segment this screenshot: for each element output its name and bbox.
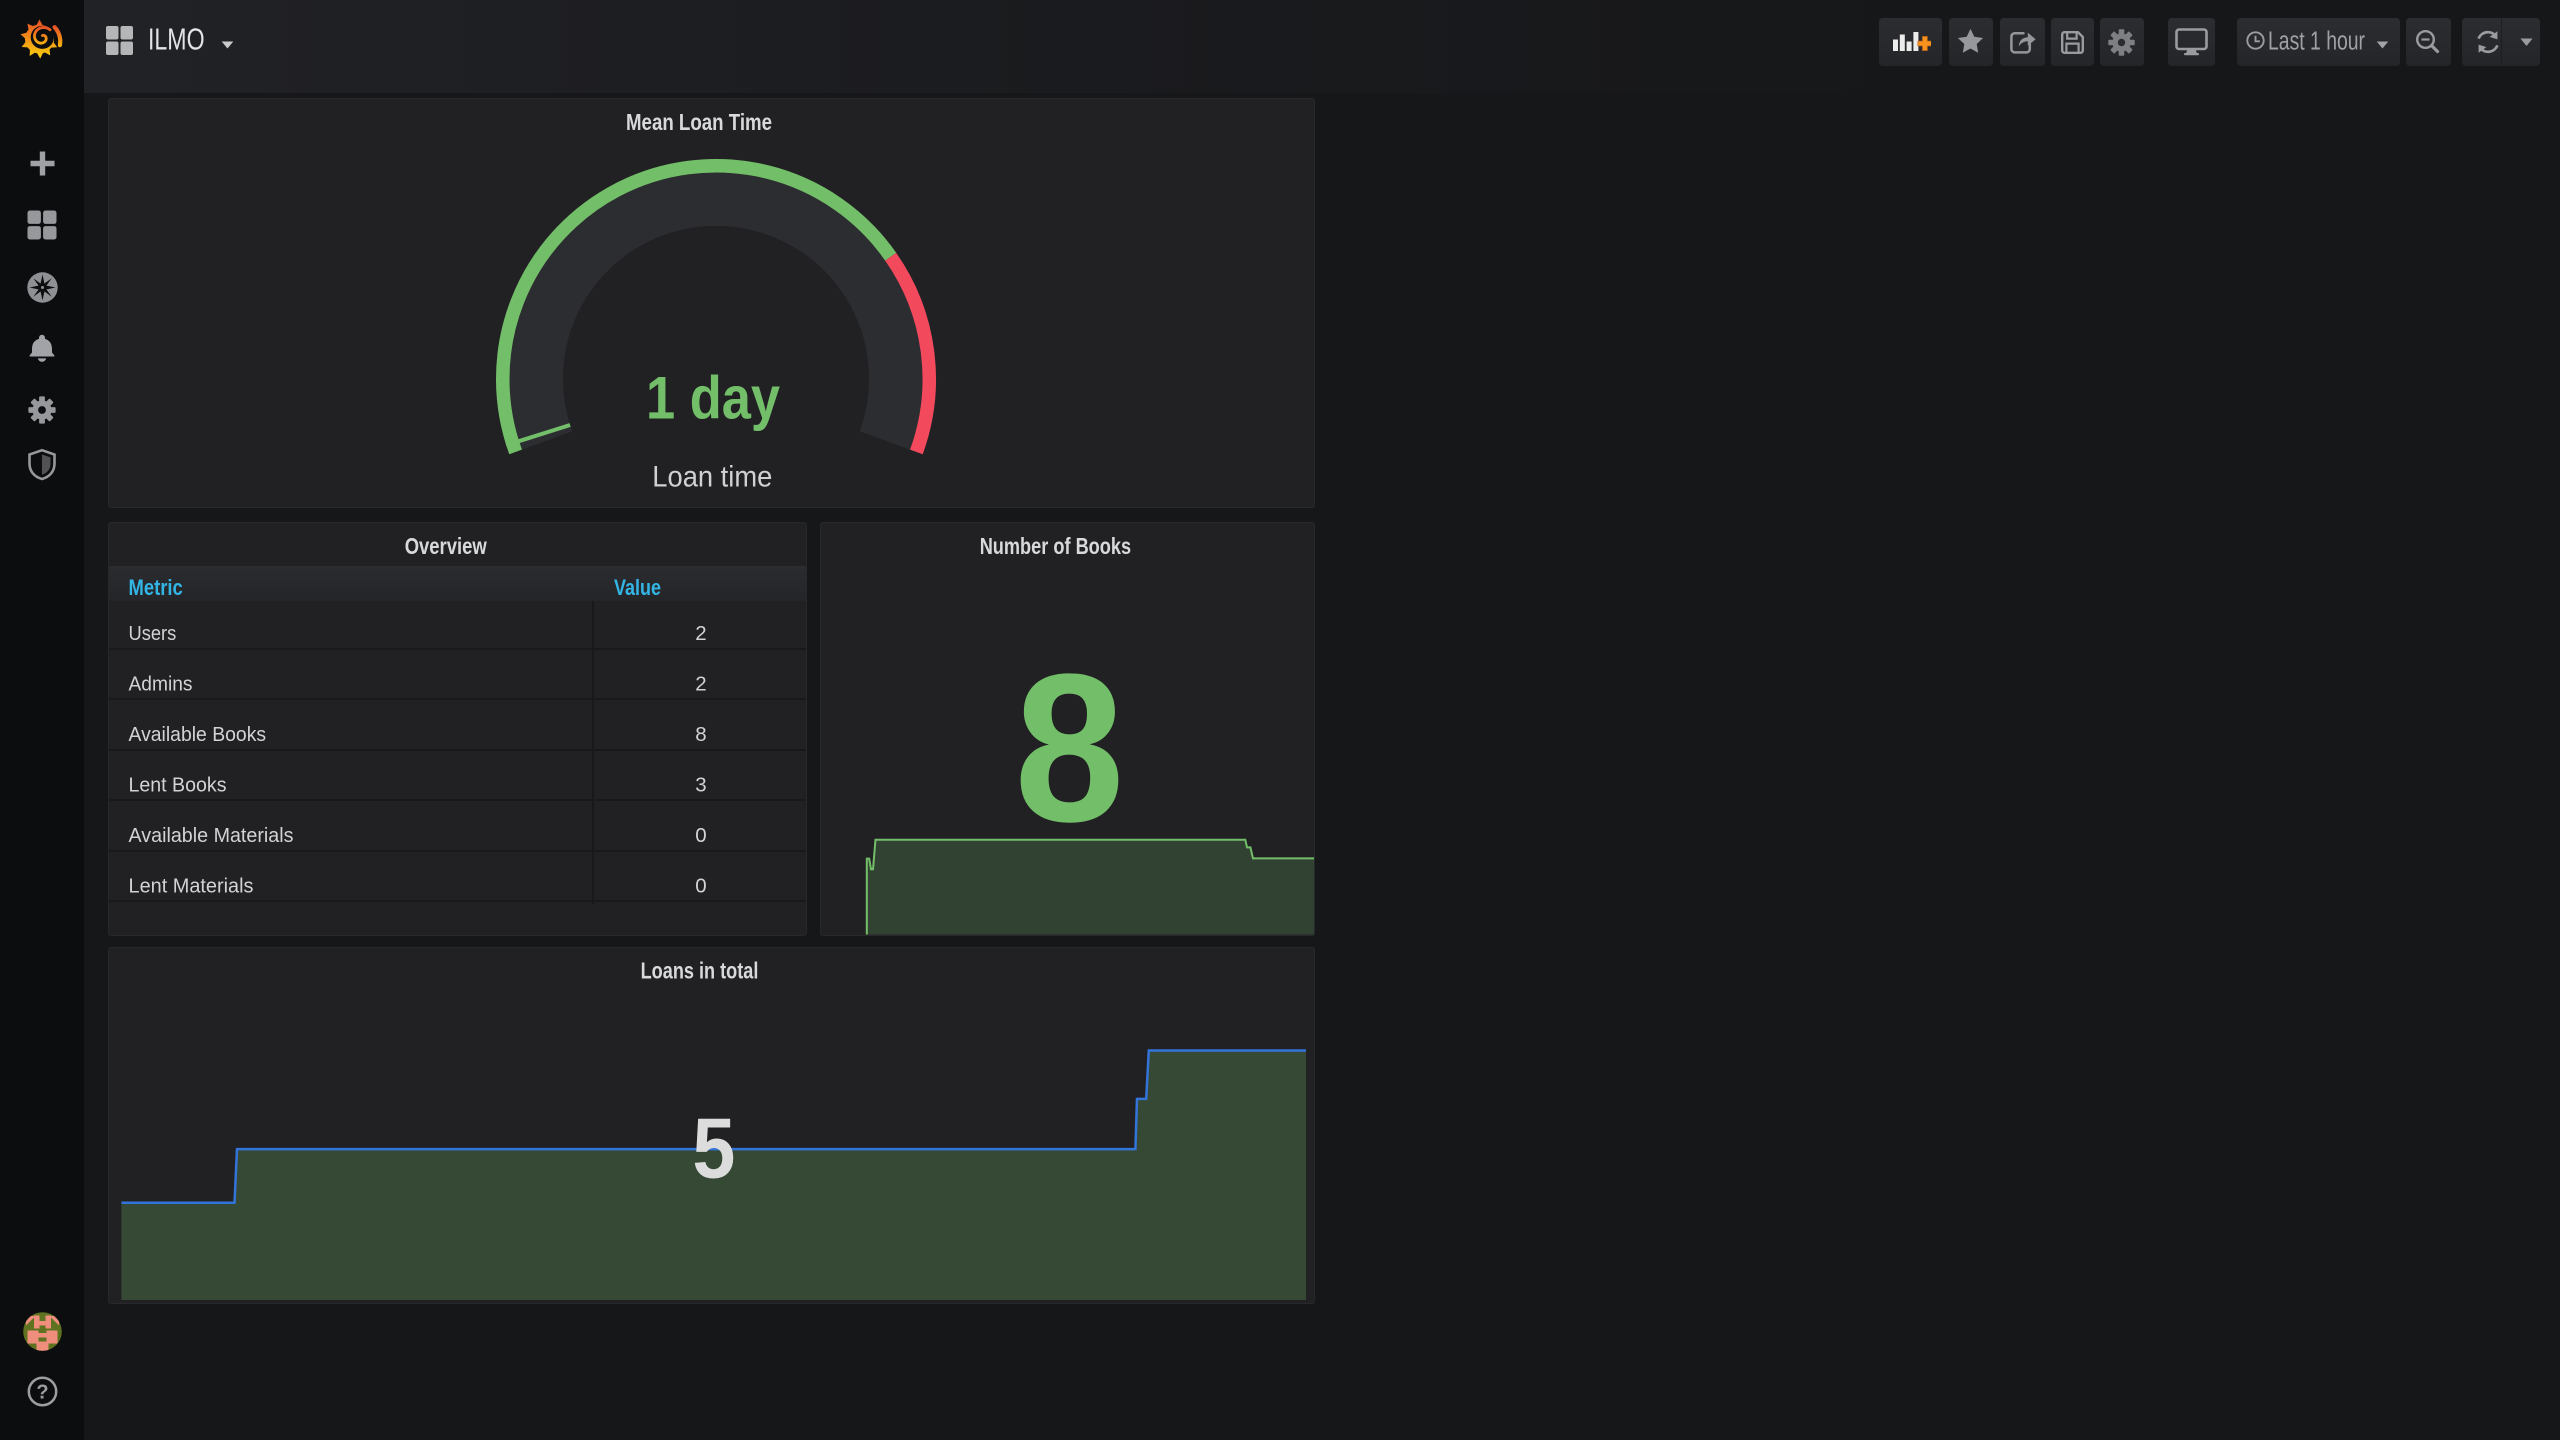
svg-text:Loan time: Loan time (652, 461, 772, 494)
svg-text:Available Materials: Available Materials (129, 824, 294, 847)
svg-text:8: 8 (695, 723, 706, 746)
svg-text:8: 8 (1014, 630, 1124, 866)
svg-text:Users: Users (129, 622, 177, 645)
svg-text:Admins: Admins (129, 673, 193, 696)
svg-text:Overview: Overview (405, 533, 488, 559)
svg-text:Number of Books: Number of Books (980, 533, 1131, 559)
svg-text:5: 5 (692, 1101, 735, 1196)
svg-text:2: 2 (695, 673, 706, 696)
svg-text:1 day: 1 day (646, 365, 781, 432)
svg-text:Loans in total: Loans in total (641, 958, 759, 984)
svg-text:Value: Value (614, 575, 661, 600)
svg-text:0: 0 (695, 824, 706, 847)
svg-text:Available Books: Available Books (129, 723, 267, 746)
svg-text:Mean Loan Time: Mean Loan Time (626, 109, 772, 135)
svg-text:?: ? (36, 1381, 48, 1403)
svg-text:Lent Books: Lent Books (129, 774, 227, 797)
svg-text:0: 0 (695, 875, 706, 898)
svg-text:Lent Materials: Lent Materials (129, 875, 254, 898)
svg-text:3: 3 (695, 774, 706, 797)
svg-text:ILMO: ILMO (148, 23, 205, 57)
svg-text:Last 1 hour: Last 1 hour (2268, 28, 2365, 56)
svg-text:Metric: Metric (129, 575, 183, 600)
svg-text:2: 2 (695, 622, 706, 645)
